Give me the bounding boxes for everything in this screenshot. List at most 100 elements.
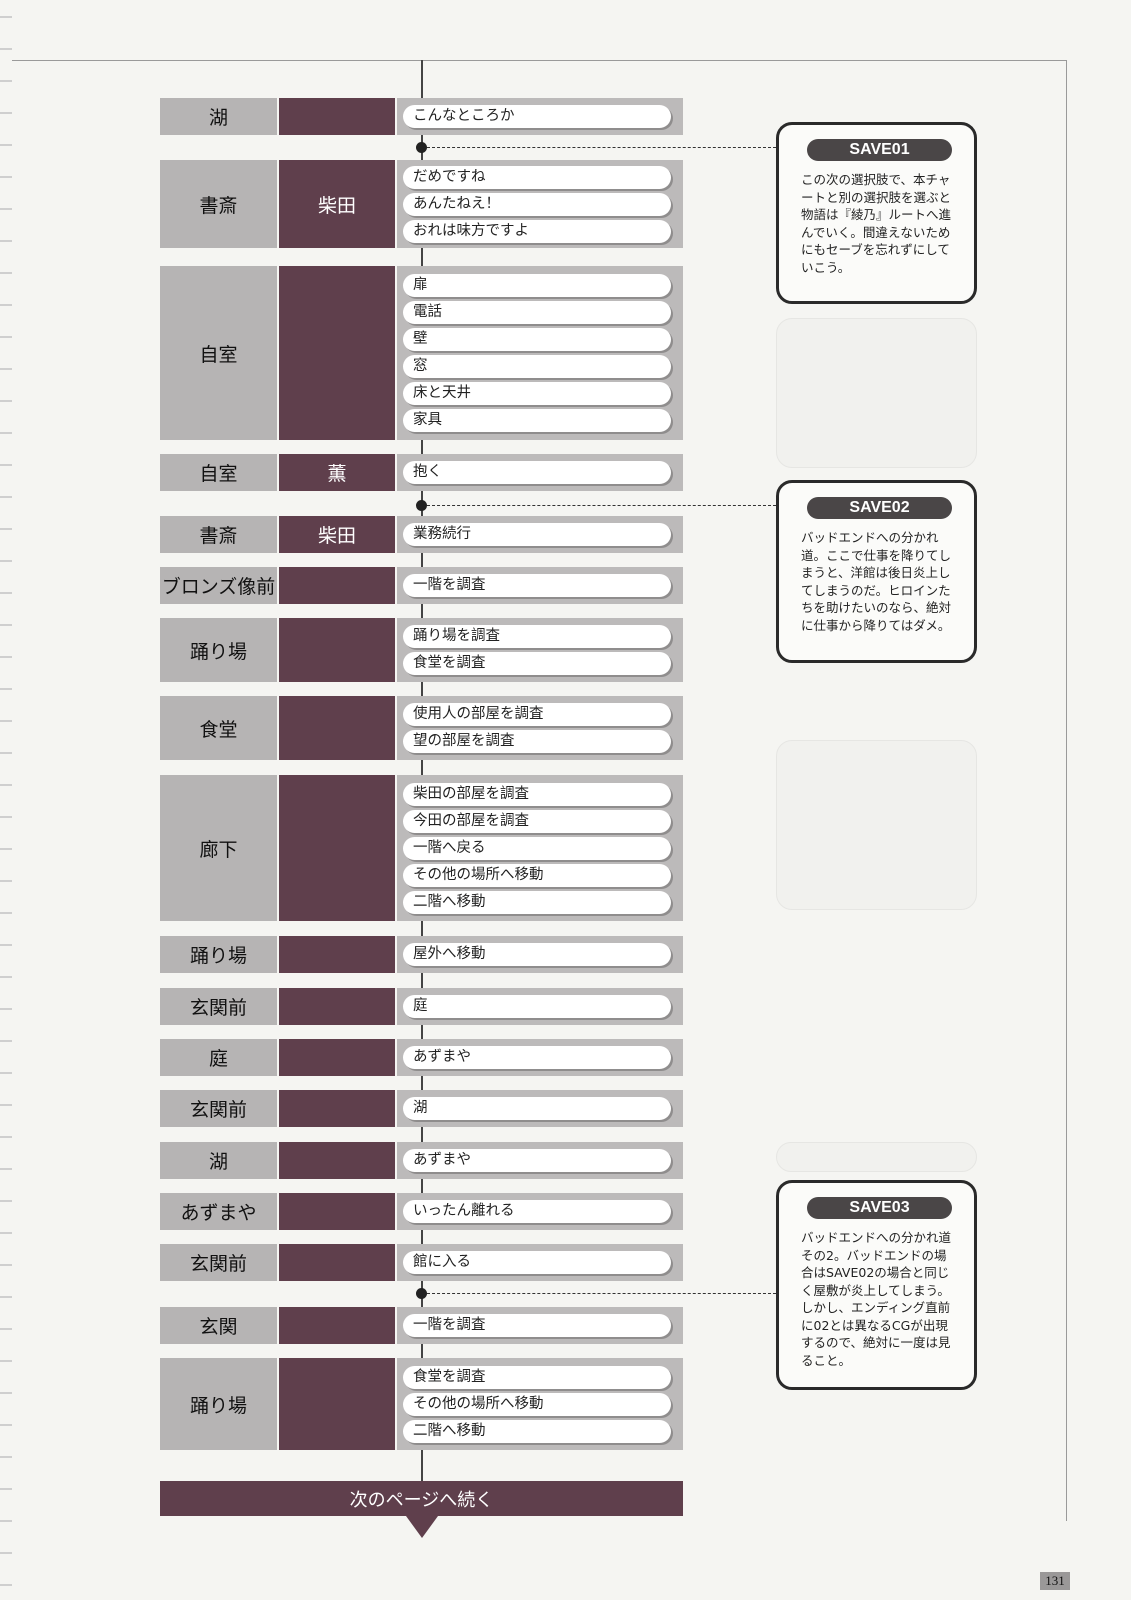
chart-row: 廊下 柴田の部屋を調査 今田の部屋を調査 一階へ戻る その他の場所へ移動 二階へ移動 [160,775,683,921]
location-cell: 玄関前 [160,1244,277,1281]
chart-row: 湖 あずまや [160,1142,683,1179]
location-cell: 書斎 [160,516,277,553]
location-cell: あずまや [160,1193,277,1230]
choice-item: 二階へ移動 [403,1419,671,1443]
choices-cell: 屋外へ移動 [397,936,683,973]
character-cell [279,1358,395,1450]
choice-item: 食堂を調査 [403,652,671,675]
choices-cell: いったん離れる [397,1193,683,1230]
character-cell [279,1244,395,1281]
character-cell [279,988,395,1025]
location-cell: 玄関 [160,1307,277,1344]
choice-item: 電話 [403,301,671,324]
character-cell [279,775,395,921]
continue-arrow-icon [406,1516,438,1538]
show-through-box [776,1142,977,1172]
chart-row: 玄関 一階を調査 [160,1307,683,1344]
continue-banner: 次のページへ続く [160,1481,683,1516]
choice-item: 業務続行 [403,523,671,546]
chart-row: 書斎 柴田 だめですねあんたねえ！ おれは味方ですよ [160,160,683,248]
choice-item: 壁 [403,328,671,351]
choices-cell: 扉電話壁窓床と天井 家具 [397,266,683,440]
character-cell [279,936,395,973]
chart-row: 食堂 使用人の部屋を調査 望の部屋を調査 [160,696,683,760]
save-title: SAVE02 [807,497,952,519]
character-cell [279,567,395,604]
choices-cell: 使用人の部屋を調査 望の部屋を調査 [397,696,683,760]
chart-row: 踊り場 屋外へ移動 [160,936,683,973]
save-marker-dot-2 [416,500,427,511]
choices-cell: 業務続行 [397,516,683,553]
choices-cell: 一階を調査 [397,1307,683,1344]
choice-item: あんたねえ！ [403,192,671,216]
location-cell: 書斎 [160,160,277,248]
choices-cell: こんなところか [397,98,683,135]
choice-item: 扉 [403,274,671,297]
choice-item: 一階を調査 [403,1314,671,1337]
character-cell [279,1307,395,1344]
character-cell [279,1090,395,1127]
choice-item: その他の場所へ移動 [403,1392,671,1416]
show-through-box [776,318,977,468]
save-box-1: SAVE01 この次の選択肢で、本チャートと別の選択肢を選ぶと物語は『綾乃』ルー… [776,122,977,304]
book-binding-edge [0,0,12,1600]
location-cell: 湖 [160,98,277,135]
choice-item: だめですね [403,165,671,189]
save-marker-dot-3 [416,1288,427,1299]
save-box-3: SAVE03 バッドエンドへの分かれ道その2。バッドエンドの場合はSAVE02の… [776,1180,977,1390]
character-cell [279,98,395,135]
location-cell: 踊り場 [160,618,277,682]
choices-cell: 一階を調査 [397,567,683,604]
save-connector-1 [427,147,776,148]
choice-item: 窓 [403,355,671,378]
save-connector-3 [427,1293,776,1294]
choice-item: 望の部屋を調査 [403,730,671,753]
choices-cell: あずまや [397,1142,683,1179]
show-through-box [776,740,977,910]
choice-item: 二階へ移動 [403,890,671,914]
chart-row: 自室扉電話壁窓床と天井 家具 [160,266,683,440]
choice-item: おれは味方ですよ [403,219,671,243]
chart-row: 湖 こんなところか [160,98,683,135]
choice-item: 湖 [403,1097,671,1120]
choices-cell: だめですねあんたねえ！ おれは味方ですよ [397,160,683,248]
page-frame [12,60,1067,1521]
save-description: バッドエンドへの分かれ道その2。バッドエンドの場合はSAVE02の場合と同じく屋… [801,1230,952,1368]
choice-item: 柴田の部屋を調査 [403,782,671,806]
chart-row: 自室薫抱く [160,454,683,491]
character-cell [279,1142,395,1179]
choices-cell: 食堂を調査その他の場所へ移動 二階へ移動 [397,1358,683,1450]
chart-row: 書斎 柴田 業務続行 [160,516,683,553]
choice-item: 館に入る [403,1251,671,1274]
choice-item: 庭 [403,995,671,1018]
chart-row: 踊り場 踊り場を調査 食堂を調査 [160,618,683,682]
choices-cell: 湖 [397,1090,683,1127]
location-cell: 湖 [160,1142,277,1179]
chart-row: 玄関前 庭 [160,988,683,1025]
choice-item: 食堂を調査 [403,1365,671,1389]
chart-row: 玄関前 館に入る [160,1244,683,1281]
choices-cell: 館に入る [397,1244,683,1281]
location-cell: 自室 [160,266,277,440]
choices-cell: 庭 [397,988,683,1025]
location-cell: 玄関前 [160,1090,277,1127]
choice-item: 抱く [403,461,671,484]
page-number: 131 [1040,1572,1070,1590]
chart-row: ブロンズ像前 一階を調査 [160,567,683,604]
choice-item: 今田の部屋を調査 [403,809,671,833]
save-description: この次の選択肢で、本チャートと別の選択肢を選ぶと物語は『綾乃』ルートへ進んでいく… [801,172,952,275]
location-cell: 庭 [160,1039,277,1076]
choices-cell: 踊り場を調査 食堂を調査 [397,618,683,682]
location-cell: 踊り場 [160,1358,277,1450]
character-cell [279,266,395,440]
chart-row: 踊り場 食堂を調査その他の場所へ移動 二階へ移動 [160,1358,683,1450]
location-cell: 玄関前 [160,988,277,1025]
character-cell [279,618,395,682]
location-cell: 自室 [160,454,277,491]
choice-item: 家具 [403,409,671,432]
character-cell: 柴田 [279,516,395,553]
location-cell: 食堂 [160,696,277,760]
choice-item: 踊り場を調査 [403,625,671,648]
choice-item: その他の場所へ移動 [403,863,671,887]
character-cell: 柴田 [279,160,395,248]
